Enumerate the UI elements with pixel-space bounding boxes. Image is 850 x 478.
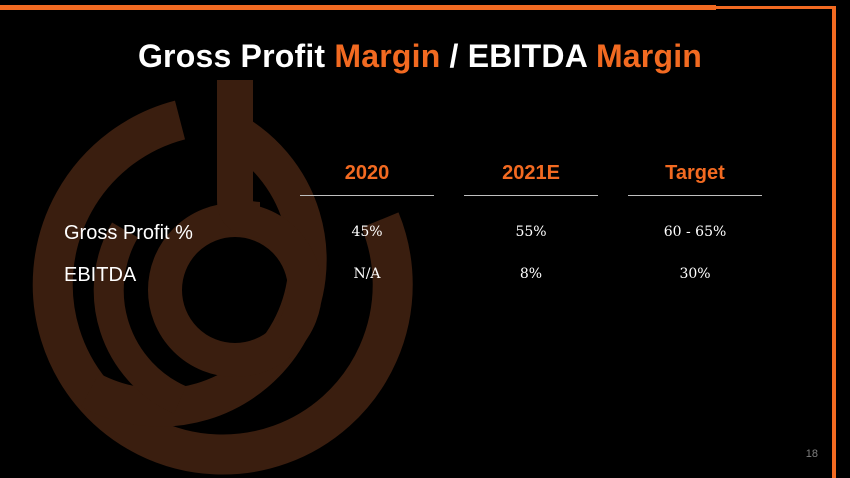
title-accent-2: Margin xyxy=(595,38,703,74)
table-cell: 45% xyxy=(351,224,383,240)
column-header-2021e: 2021E xyxy=(502,162,560,184)
column-rule xyxy=(464,195,598,196)
page-number: 18 xyxy=(805,448,818,460)
title-part-1: Gross Profit xyxy=(137,38,335,74)
top-accent-bar xyxy=(0,5,716,10)
table-cell: 8% xyxy=(519,266,543,282)
logo-watermark-icon xyxy=(32,80,413,475)
table-cell: 60 - 65% xyxy=(663,224,727,240)
table-cell: 30% xyxy=(679,266,711,282)
column-header-target: Target xyxy=(665,162,725,184)
column-rule xyxy=(628,195,762,196)
row-label-ebitda: EBITDA xyxy=(64,264,137,286)
title-part-2: / EBITDA xyxy=(440,38,596,74)
slide-title: Gross Profit Margin / EBITDA Margin xyxy=(0,38,840,75)
row-label-gross-profit: Gross Profit % xyxy=(64,222,193,244)
column-header-2020: 2020 xyxy=(344,162,390,184)
column-rule xyxy=(300,195,434,196)
title-accent-1: Margin xyxy=(334,38,441,74)
right-accent-bar xyxy=(832,6,836,478)
table-cell: N/A xyxy=(353,266,381,282)
top-accent-bar-right xyxy=(716,6,836,9)
table-cell: 55% xyxy=(515,224,547,240)
